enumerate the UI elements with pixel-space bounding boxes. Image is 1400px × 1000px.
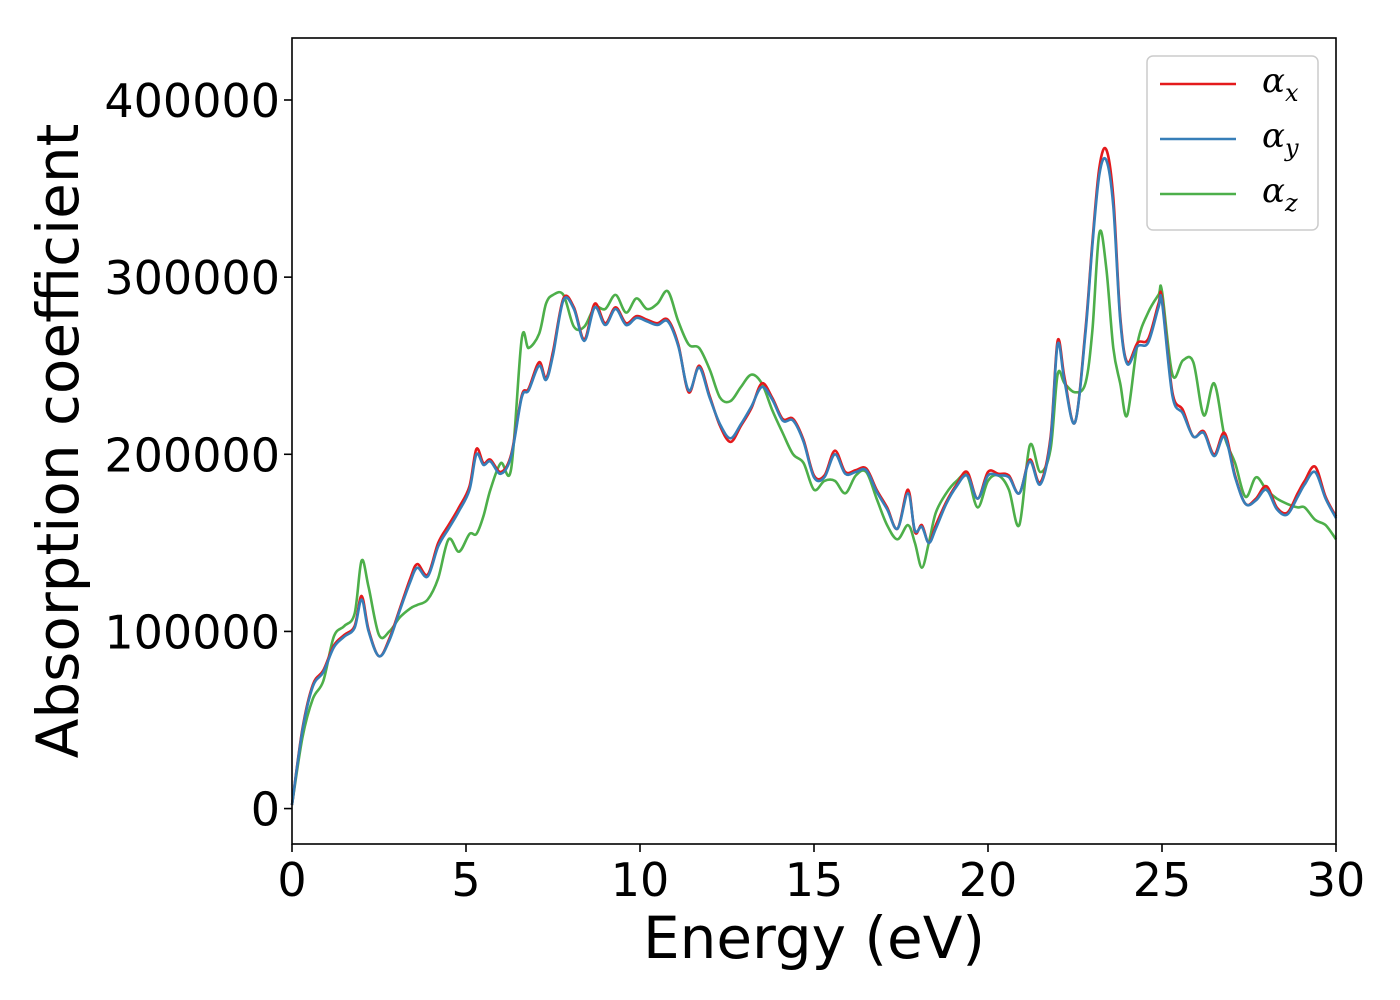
x-tick-label: 5	[451, 853, 480, 907]
x-tick-label: 0	[277, 853, 306, 907]
x-axis-title: Energy (eV)	[643, 904, 985, 972]
x-axis: 0 5 10 15 20 25 30	[277, 844, 1365, 907]
y-axis: 0 100000 200000 300000 400000	[104, 74, 292, 837]
legend-label-x: αx	[1262, 61, 1299, 107]
series-line-z	[290, 229, 1338, 806]
legend-label-y: αy	[1262, 116, 1299, 162]
y-axis-title: Absorption coefficient	[24, 124, 92, 759]
legend-label-subscript: z	[1284, 189, 1298, 217]
series-line-y	[290, 156, 1338, 806]
y-tick-label: 400000	[104, 74, 280, 128]
legend-label-subscript: y	[1284, 134, 1299, 162]
x-tick-label: 30	[1307, 853, 1366, 907]
legend-label-base: α	[1262, 61, 1285, 101]
x-tick-label: 10	[611, 853, 670, 907]
y-tick-label: 100000	[104, 605, 280, 659]
legend-label-subscript: x	[1285, 79, 1299, 107]
legend-label-z: αz	[1262, 171, 1298, 217]
y-tick-label: 200000	[104, 428, 280, 482]
x-tick-label: 15	[785, 853, 844, 907]
legend-label-base: α	[1262, 116, 1285, 156]
y-tick-label: 300000	[104, 251, 280, 305]
legend-label-base: α	[1262, 171, 1285, 211]
x-tick-label: 25	[1133, 853, 1192, 907]
legend-box	[1146, 55, 1319, 231]
series-layer	[290, 146, 1338, 806]
x-tick-label: 20	[959, 853, 1018, 907]
y-tick-label: 0	[251, 783, 280, 837]
